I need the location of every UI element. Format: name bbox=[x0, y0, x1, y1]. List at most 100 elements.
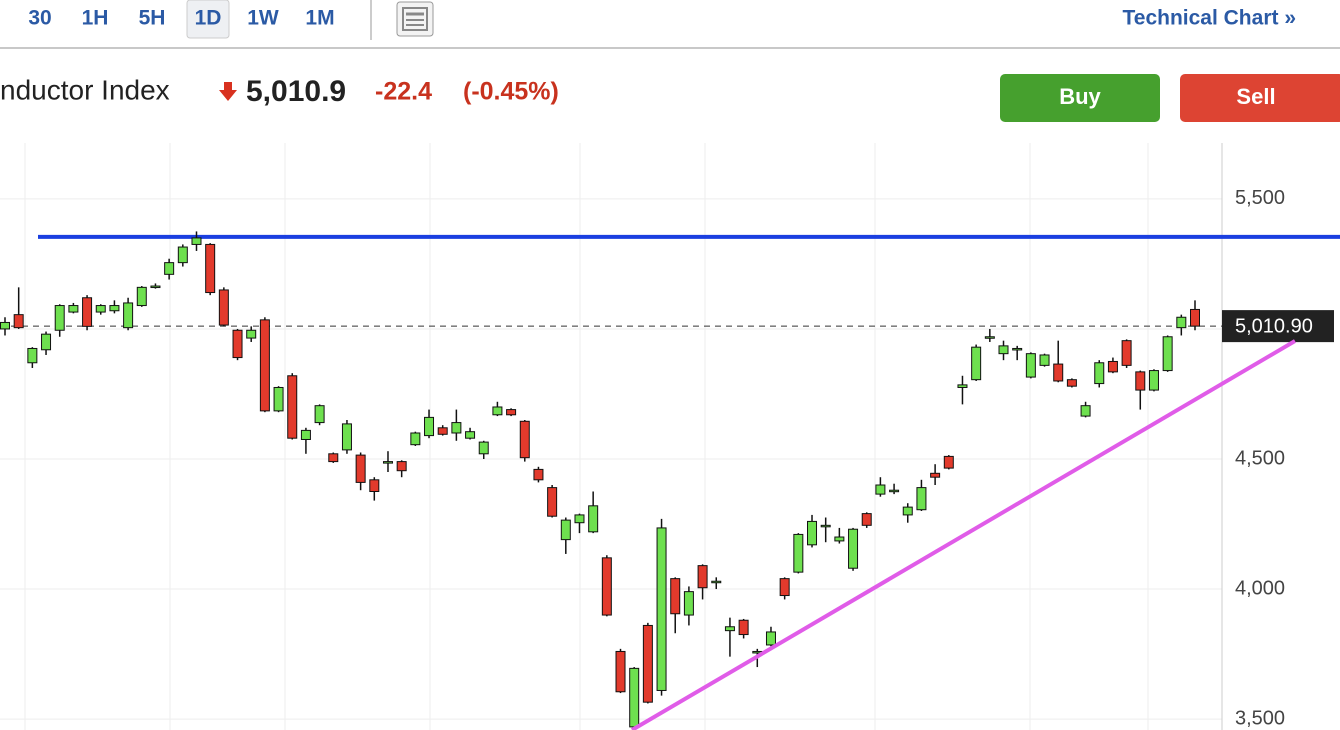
candle-body bbox=[41, 333, 52, 351]
candle-body bbox=[642, 624, 653, 703]
candle-body bbox=[998, 345, 1009, 355]
candle-body bbox=[341, 423, 352, 451]
candle-body bbox=[109, 305, 120, 312]
candle-body bbox=[1094, 362, 1105, 385]
candle-body bbox=[1176, 316, 1187, 329]
candle-body bbox=[95, 305, 106, 313]
candle-body bbox=[314, 405, 325, 424]
candle-body bbox=[1053, 363, 1064, 382]
candle-body bbox=[574, 514, 585, 524]
candle-body bbox=[533, 468, 544, 481]
candle-body bbox=[1121, 340, 1132, 366]
candle-body bbox=[300, 429, 311, 440]
candle-body bbox=[519, 420, 530, 459]
candle-body bbox=[164, 262, 175, 275]
selected-bg bbox=[186, 0, 230, 39]
candle-body bbox=[451, 422, 462, 434]
candle-body bbox=[984, 336, 995, 339]
sell-label: Sell bbox=[1236, 84, 1275, 109]
candle-body bbox=[588, 505, 599, 533]
candle-body bbox=[670, 578, 681, 615]
candle-body bbox=[396, 461, 407, 472]
candle-body bbox=[615, 650, 626, 693]
candle-body bbox=[1148, 370, 1159, 391]
candle-body bbox=[205, 243, 216, 294]
candle-body bbox=[1080, 405, 1091, 417]
candle-body bbox=[902, 506, 913, 516]
interval-button[interactable]: 1W bbox=[247, 7, 279, 30]
candle-body bbox=[765, 631, 776, 646]
candle-body bbox=[861, 513, 872, 526]
candle-body bbox=[738, 619, 749, 636]
candle-body bbox=[246, 329, 257, 339]
candle-body bbox=[1162, 336, 1173, 372]
interval-button[interactable]: 5H bbox=[139, 7, 166, 30]
candle-body bbox=[957, 384, 968, 388]
candle-body bbox=[27, 347, 38, 364]
interval-button[interactable]: 30 bbox=[28, 7, 51, 30]
candle-body bbox=[656, 527, 667, 691]
candle-body bbox=[136, 286, 147, 307]
price: 5,010.9 bbox=[246, 75, 346, 108]
candle-body bbox=[1190, 308, 1200, 327]
candle-body bbox=[82, 297, 93, 327]
candle-body bbox=[1039, 354, 1050, 366]
layout-icon[interactable] bbox=[396, 1, 434, 37]
candle-body bbox=[506, 409, 517, 416]
y-tick-label: 4,500 bbox=[1235, 447, 1285, 469]
candle-body bbox=[779, 578, 790, 597]
candle-body bbox=[848, 528, 859, 569]
candle-body bbox=[629, 667, 640, 728]
candle-body bbox=[410, 432, 421, 446]
candle-body bbox=[492, 406, 503, 416]
interval-label: 1W bbox=[247, 7, 279, 30]
down-arrow bbox=[219, 82, 237, 101]
candle-body bbox=[683, 591, 694, 616]
candle-body bbox=[601, 557, 612, 616]
candle-body bbox=[150, 285, 161, 289]
candle-body bbox=[232, 329, 243, 359]
interval-button[interactable]: 1D bbox=[186, 0, 230, 39]
interval-button[interactable]: 1H bbox=[82, 7, 109, 30]
buy-button[interactable]: Buy bbox=[1000, 74, 1160, 122]
candle-body bbox=[465, 431, 476, 439]
candle-body bbox=[123, 302, 134, 329]
interval-button[interactable]: 1M bbox=[305, 7, 334, 30]
candle-body bbox=[793, 533, 804, 573]
last-price-label: 5,010.90 bbox=[1235, 315, 1313, 337]
candle-body bbox=[191, 237, 202, 245]
candle-body bbox=[177, 246, 188, 264]
candle-body bbox=[328, 453, 339, 463]
interval-label: 30 bbox=[28, 7, 51, 30]
interval-label: 5H bbox=[139, 7, 166, 30]
toolbar: 30 1H 5H 1D 1W 1M bbox=[28, 0, 335, 39]
candle-body bbox=[437, 427, 448, 435]
candle-body bbox=[355, 454, 366, 483]
candle-body bbox=[1025, 353, 1036, 378]
y-tick-label: 4,000 bbox=[1235, 577, 1285, 599]
trend-line bbox=[630, 339, 1297, 730]
candle-body bbox=[478, 441, 489, 455]
last-price-box bbox=[1222, 310, 1334, 343]
candle-body bbox=[218, 289, 229, 326]
technical-chart-link[interactable]: Technical Chart » bbox=[1123, 7, 1297, 30]
candle-body bbox=[834, 536, 845, 542]
candle-body bbox=[273, 386, 284, 412]
interval-label: 1M bbox=[305, 7, 334, 30]
y-tick-label: 3,500 bbox=[1235, 707, 1285, 729]
candle-body bbox=[724, 626, 735, 632]
candle-body bbox=[560, 519, 571, 541]
sell-button[interactable]: Sell bbox=[1180, 74, 1340, 122]
buy-label: Buy bbox=[1059, 84, 1101, 109]
interval-label: 1D bbox=[195, 7, 222, 30]
candle-body bbox=[943, 455, 954, 469]
candle-body bbox=[807, 520, 818, 546]
candle-body bbox=[382, 461, 393, 464]
candle-body bbox=[424, 416, 435, 437]
candle-body bbox=[971, 346, 982, 381]
candle-body bbox=[287, 375, 298, 439]
candle-body bbox=[875, 484, 886, 495]
candle-body bbox=[697, 565, 708, 589]
